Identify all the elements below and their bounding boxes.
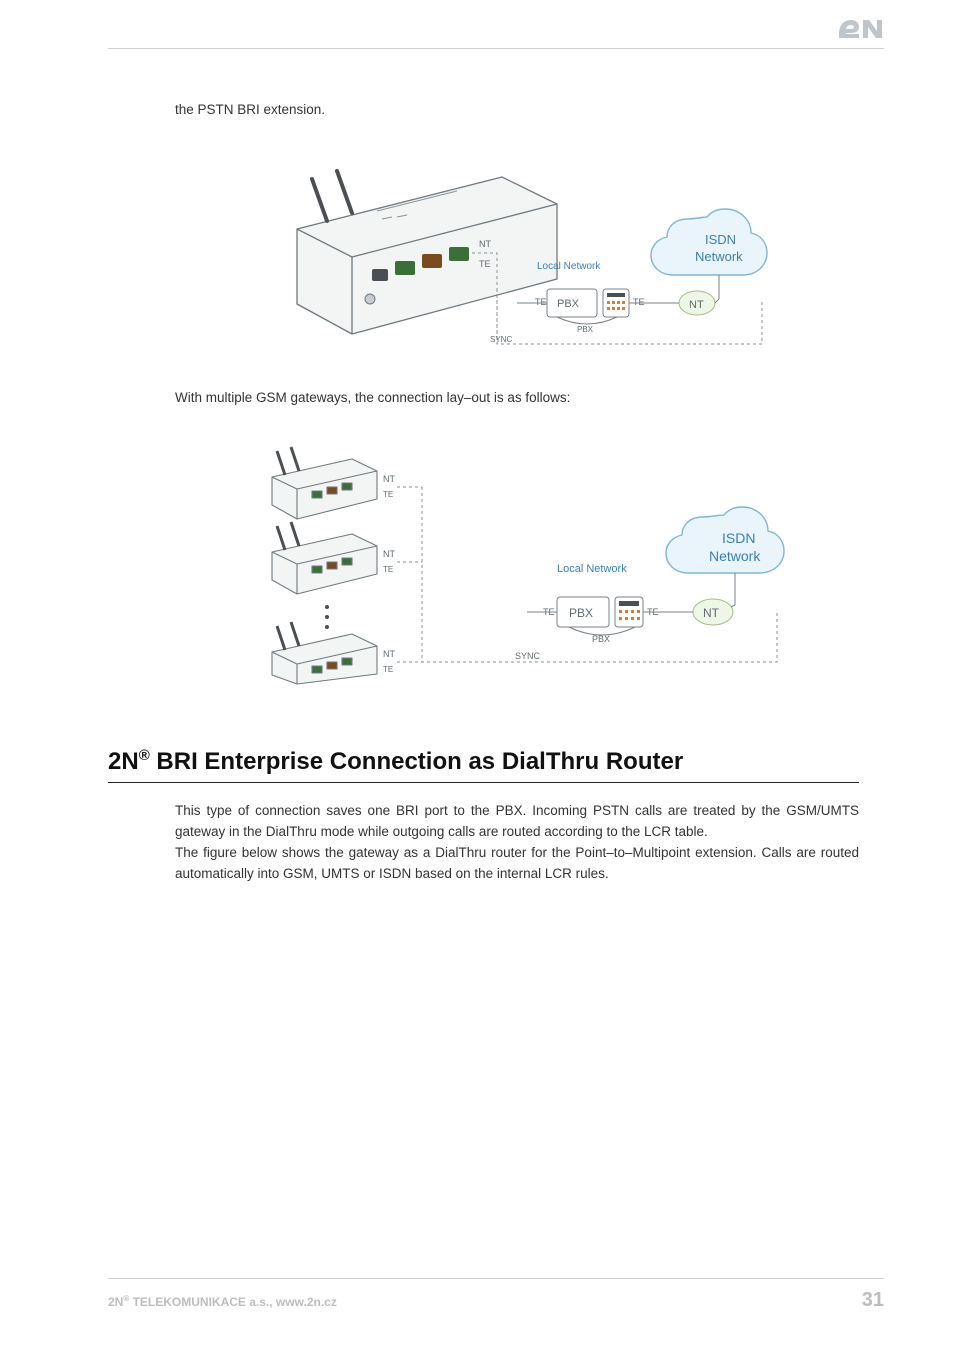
- pbx-box-2: PBX TE TE PBX: [527, 597, 692, 644]
- diagram-multi-gsm: NT TE NT TE: [175, 409, 859, 727]
- svg-text:NT: NT: [383, 649, 395, 659]
- page-number: 31: [862, 1289, 884, 1312]
- svg-text:PBX: PBX: [569, 606, 593, 620]
- svg-text:NT: NT: [383, 474, 395, 484]
- isdn-cloud: ISDN Network: [651, 209, 767, 299]
- page-content: the PSTN BRI extension.: [175, 100, 859, 885]
- gateway-n: [272, 622, 377, 684]
- svg-text:PBX: PBX: [557, 298, 580, 310]
- nt-label: NT: [479, 239, 491, 249]
- svg-text:TE: TE: [383, 490, 393, 499]
- gateway-1: [272, 447, 377, 519]
- svg-text:TE: TE: [633, 297, 645, 307]
- diagram-pstn-bri: NT TE SYNC Local Network PBX TE TE PBX: [175, 121, 859, 388]
- brand-logo: [838, 12, 884, 42]
- local-network-label: Local Network: [537, 261, 601, 272]
- svg-text:NT: NT: [703, 606, 720, 620]
- multi-gsm-caption: With multiple GSM gateways, the connecti…: [175, 388, 859, 409]
- footer-company: 2N® TELEKOMUNIKACE a.s., www.2n.cz: [108, 1294, 337, 1309]
- header-divider: [108, 48, 884, 49]
- svg-text:ISDN: ISDN: [722, 530, 755, 546]
- section-para-1: This type of connection saves one BRI po…: [175, 801, 859, 843]
- svg-text:TE: TE: [535, 297, 547, 307]
- nt-bubble-2: NT: [667, 599, 735, 625]
- heading-prefix: 2N: [108, 748, 139, 775]
- svg-text:Network: Network: [709, 548, 761, 564]
- footer-prefix: 2N: [108, 1295, 123, 1309]
- local-network-label-2: Local Network: [557, 563, 627, 575]
- intro-line: the PSTN BRI extension.: [175, 100, 859, 121]
- svg-text:Network: Network: [695, 249, 743, 264]
- isdn-cloud-2: ISDN Network: [666, 507, 784, 605]
- svg-text:ISDN: ISDN: [705, 232, 736, 247]
- page-footer: 2N® TELEKOMUNIKACE a.s., www.2n.cz 31: [108, 1278, 884, 1312]
- svg-text:PBX: PBX: [577, 325, 594, 334]
- nt-bubble: NT: [652, 291, 719, 315]
- svg-text:NT: NT: [383, 549, 395, 559]
- heading-rest: BRI Enterprise Connection as DialThru Ro…: [150, 748, 683, 775]
- svg-text:NT: NT: [689, 299, 704, 311]
- svg-text:TE: TE: [383, 665, 393, 674]
- footer-rest: TELEKOMUNIKACE a.s., www.2n.cz: [129, 1295, 337, 1309]
- svg-text:TE: TE: [383, 565, 393, 574]
- te-label: TE: [479, 259, 491, 269]
- pbx-box: PBX TE TE PBX: [517, 289, 677, 334]
- sync-label: SYNC: [490, 335, 512, 344]
- section-para-2: The figure below shows the gateway as a …: [175, 843, 859, 885]
- sync-label-2: SYNC: [515, 651, 541, 661]
- gateway-2: [272, 522, 377, 594]
- heading-sup: ®: [139, 747, 150, 764]
- section-heading: 2N® BRI Enterprise Connection as DialThr…: [108, 747, 859, 783]
- svg-text:PBX: PBX: [592, 634, 610, 644]
